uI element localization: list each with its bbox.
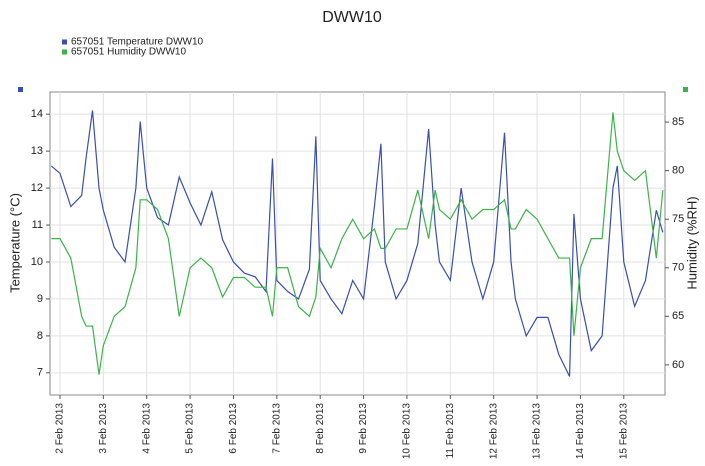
data-line: [51, 112, 664, 375]
legend-label: 657051 Humidity DWW10: [71, 47, 186, 58]
chart-title: DWW10: [322, 9, 382, 26]
x-tick-label: 14 Feb 2013: [575, 403, 586, 460]
x-tick-label: 2 Feb 2013: [55, 403, 66, 454]
y-axis-marker: [18, 87, 23, 92]
x-tick-label: 6 Feb 2013: [228, 403, 239, 454]
x-tick-label: 4 Feb 2013: [141, 403, 152, 454]
x-tick-label: 8 Feb 2013: [315, 403, 326, 454]
y2-tick-label: 60: [672, 359, 684, 371]
y-tick-label: 13: [31, 145, 43, 157]
plot-frame: [49, 91, 666, 396]
y2-tick-label: 85: [672, 116, 684, 128]
y2-axis-label: Humidity (%RH): [684, 196, 699, 289]
legend-swatch: [62, 39, 67, 45]
y-tick-label: 7: [37, 367, 43, 379]
y-tick-label: 14: [31, 108, 43, 120]
x-tick-label: 15 Feb 2013: [618, 403, 629, 460]
y2-axis-marker: [683, 87, 688, 92]
y-tick-label: 11: [32, 219, 43, 231]
y-axis-label: Temperature (°C): [7, 193, 22, 293]
x-tick-label: 10 Feb 2013: [402, 403, 413, 460]
y2-tick-label: 70: [672, 262, 684, 274]
x-tick-label: 12 Feb 2013: [488, 403, 499, 460]
x-tick-label: 11 Feb 2013: [445, 403, 456, 459]
x-tick-label: 3 Feb 2013: [98, 403, 109, 454]
y2-tick-label: 80: [672, 165, 684, 177]
x-tick-label: 9 Feb 2013: [358, 403, 369, 454]
y2-tick-label: 65: [672, 310, 684, 322]
x-tick-label: 5 Feb 2013: [185, 403, 196, 454]
x-tick-label: 13 Feb 2013: [532, 403, 543, 460]
x-tick-label: 7 Feb 2013: [271, 403, 282, 454]
legend-swatch: [62, 49, 67, 55]
y-tick-label: 10: [31, 256, 43, 268]
y-tick-label: 8: [37, 330, 43, 342]
y2-tick-label: 75: [672, 213, 684, 225]
y-tick-label: 12: [31, 182, 43, 194]
legend-label: 657051 Temperature DWW10: [71, 37, 204, 48]
data-line: [50, 110, 664, 377]
y-tick-label: 9: [37, 293, 43, 305]
